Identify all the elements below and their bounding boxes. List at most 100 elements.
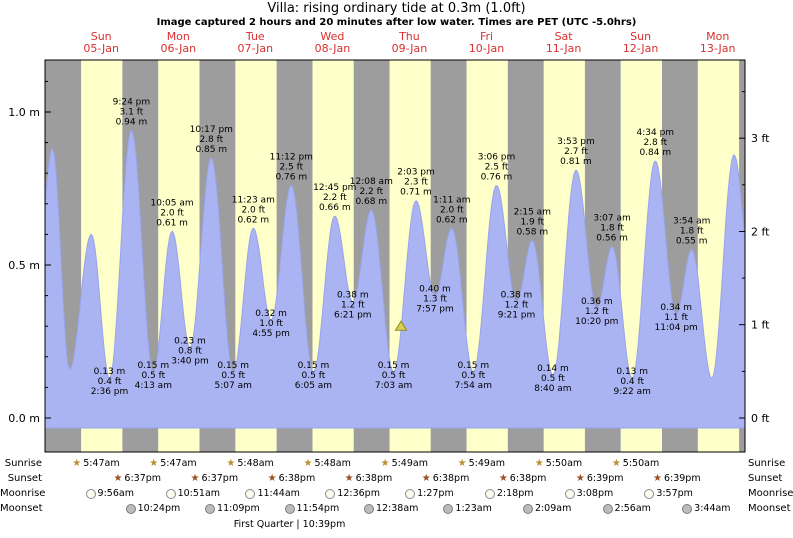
moonrise-entry: 1:27pm	[405, 488, 454, 499]
tide-low-label: 0.15 m 0.5 ft 6:05 am	[295, 361, 332, 391]
sunset-star-icon: ★	[190, 473, 200, 484]
sunrise-star-icon: ★	[149, 458, 159, 469]
moonrise-circle-icon	[245, 488, 256, 499]
y-tick-label-left: 0.0 m	[8, 412, 40, 425]
moonset-circle-icon	[682, 503, 693, 514]
sunset-entry: ★ 6:39pm	[653, 473, 701, 484]
astro-time: 3:57pm	[656, 488, 693, 499]
astro-time: 2:09am	[534, 503, 572, 514]
tide-low-label: 0.40 m 1.3 ft 7:57 pm	[416, 285, 454, 315]
sunrise-entry: ★ 5:49am	[381, 458, 428, 469]
astro-time: 6:38pm	[509, 473, 547, 484]
sunrise-entry: ★ 5:49am	[458, 458, 505, 469]
tide-high-label: 11:12 pm 2.5 ft 0.76 m	[270, 152, 313, 182]
moonset-circle-icon	[284, 503, 295, 514]
astro-time: 2:56am	[614, 503, 651, 514]
moonrise-circle-icon	[644, 488, 655, 499]
tide-high-label: 2:03 pm 2.3 ft 0.71 m	[397, 168, 435, 198]
moonrise-entry: 2:18pm	[484, 488, 534, 499]
astro-time: 12:36pm	[337, 488, 380, 499]
moonset-circle-icon	[205, 503, 216, 514]
tide-high-label: 3:53 pm 2.7 ft 0.81 m	[557, 137, 595, 167]
sunset-entry: ★ 6:38pm	[422, 473, 470, 484]
tide-low-label: 0.23 m 0.8 ft 3:40 pm	[171, 337, 209, 367]
moonrise-entry: 3:57pm	[644, 488, 693, 499]
sunrise-entry: ★ 5:48am	[303, 458, 350, 469]
sunrise-star-icon: ★	[534, 458, 544, 469]
moonset-circle-icon	[522, 503, 533, 514]
moonset-entry: 10:24pm	[125, 503, 181, 514]
plot-border	[44, 59, 746, 453]
moonset-entry: 3:44am	[682, 503, 731, 514]
tide-low-label: 0.14 m 0.5 ft 8:40 am	[534, 364, 571, 394]
astro-time: 3:44am	[694, 503, 731, 514]
moonrise-circle-icon	[325, 488, 336, 499]
astro-time: 11:09pm	[217, 503, 260, 514]
astro-time: 12:38am	[375, 503, 419, 514]
sunset-entry: ★ 6:38pm	[499, 473, 547, 484]
sunrise-entry: ★ 5:47am	[72, 458, 119, 469]
astro-time: 5:49am	[391, 458, 428, 469]
sunrise-entry: ★ 5:50am	[612, 458, 659, 469]
moonset-circle-icon	[443, 503, 454, 514]
moonset-entry: 12:38am	[363, 503, 419, 514]
moonrise-circle-icon	[564, 488, 575, 499]
tide-area	[44, 129, 746, 429]
day-label: Sun 12-Jan	[623, 30, 659, 55]
sunset-entry: ★ 6:37pm	[113, 473, 161, 484]
row-label-moonset-left: Moonset	[0, 503, 43, 514]
tide-high-label: 11:23 am 2.0 ft 0.62 m	[232, 195, 275, 225]
astro-time: 6:38pm	[355, 473, 393, 484]
astro-time: 5:47am	[160, 458, 197, 469]
row-label-moonset-right: Moonset	[748, 503, 791, 514]
tide-high-label: 1:11 am 2.0 ft 0.62 m	[433, 195, 470, 225]
moonset-entry: 2:09am	[522, 503, 572, 514]
day-label: Sun 05-Jan	[83, 30, 119, 55]
sunset-star-icon: ★	[498, 473, 508, 484]
astro-time: 6:38pm	[278, 473, 316, 484]
moonrise-circle-icon	[405, 488, 416, 499]
tide-high-label: 12:08 am 2.2 ft 0.68 m	[350, 177, 393, 207]
tide-low-label: 0.38 m 1.2 ft 9:21 pm	[498, 291, 536, 321]
sunset-star-icon: ★	[421, 473, 431, 484]
moonset-circle-icon	[363, 503, 374, 514]
day-label: Fri 10-Jan	[469, 30, 505, 55]
astro-time: 1:23am	[455, 503, 492, 514]
sunset-star-icon: ★	[575, 473, 585, 484]
astro-time: 5:48am	[237, 458, 274, 469]
moonrise-entry: 3:08pm	[564, 488, 613, 499]
sunrise-star-icon: ★	[72, 458, 82, 469]
astro-time: 9:56am	[97, 488, 134, 499]
y-tick-label-left: 0.5 m	[8, 259, 40, 272]
moon-phase-label: First Quarter | 10:39pm	[233, 519, 346, 530]
astro-time: 10:24pm	[137, 503, 181, 514]
astro-time: 6:37pm	[201, 473, 239, 484]
y-tick-label-left: 1.0 m	[8, 106, 40, 119]
sunrise-star-icon: ★	[226, 458, 236, 469]
tide-high-label: 9:24 pm 3.1 ft 0.94 m	[113, 97, 151, 127]
moonset-entry: 1:23am	[443, 503, 492, 514]
tide-low-label: 0.15 m 0.5 ft 7:03 am	[375, 361, 412, 391]
tide-high-label: 4:34 pm 2.8 ft 0.84 m	[637, 128, 675, 158]
moonrise-entry: 11:44am	[245, 488, 300, 499]
row-label-moonrise-right: Moonrise	[748, 488, 793, 499]
moonrise-circle-icon	[165, 488, 176, 499]
moonrise-circle-icon	[85, 488, 96, 499]
day-label: Mon 06-Jan	[161, 30, 197, 55]
tide-low-label: 0.15 m 0.5 ft 4:13 am	[135, 361, 172, 391]
tide-high-label: 10:05 am 2.0 ft 0.61 m	[151, 198, 194, 228]
astro-time: 2:18pm	[496, 488, 534, 499]
row-label-moonrise-left: Moonrise	[0, 488, 46, 499]
astro-time: 6:39pm	[586, 473, 624, 484]
sunset-entry: ★ 6:39pm	[576, 473, 624, 484]
sunrise-star-icon: ★	[611, 458, 621, 469]
sunset-entry: ★ 6:37pm	[191, 473, 239, 484]
moonrise-entry: 10:51am	[165, 488, 220, 499]
moonset-entry: 11:54pm	[284, 503, 339, 514]
sunset-star-icon: ★	[113, 473, 123, 484]
moonset-entry: 2:56am	[602, 503, 651, 514]
tide-low-label: 0.13 m 0.4 ft 9:22 am	[614, 367, 651, 397]
sunset-star-icon: ★	[267, 473, 277, 484]
